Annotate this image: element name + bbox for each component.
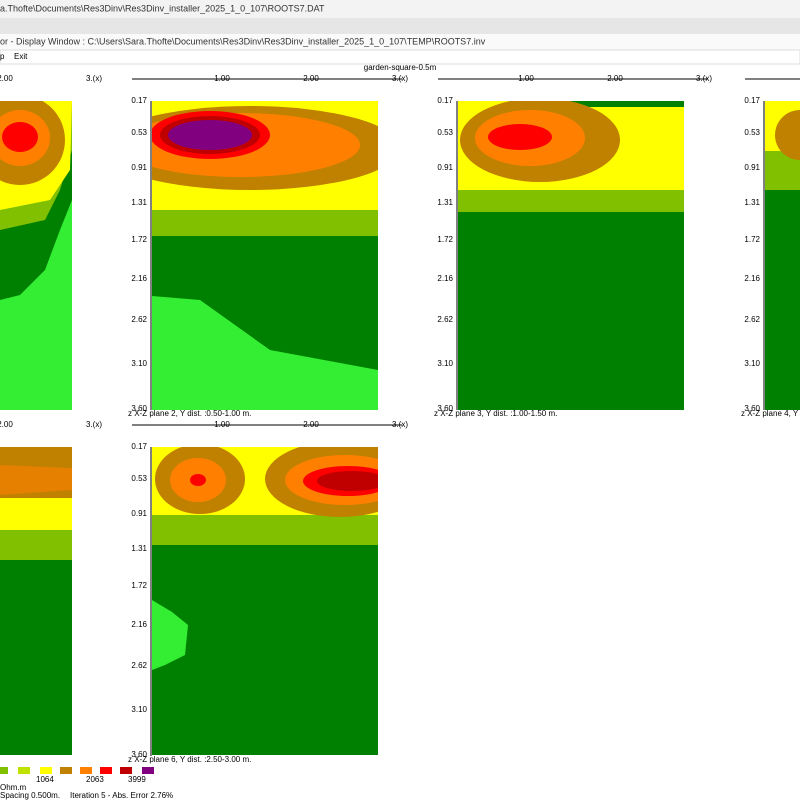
display-title-bar: [0, 34, 800, 50]
depth-tick-label: 1.72: [437, 235, 453, 244]
depth-tick-label: 3.10: [744, 359, 760, 368]
menu-item[interactable]: Exit: [14, 52, 28, 61]
figure-title: garden-square-0.5m: [364, 63, 437, 72]
depth-tick-label: 0.91: [131, 509, 147, 518]
depth-tick-label: 1.31: [437, 198, 453, 207]
legend-unit: Ohm.m: [0, 783, 27, 792]
x-tick-label: 3.(x): [392, 420, 408, 429]
file-title: a.Thofte\Documents\Res3Dinv\Res3Dinv_ins…: [0, 3, 325, 13]
depth-tick-label: 0.17: [744, 96, 760, 105]
depth-tick-label: 1.31: [131, 198, 147, 207]
x-tick-label: 2.00: [303, 74, 319, 83]
depth-tick-label: 2.62: [131, 661, 147, 670]
depth-tick-label: 3.60: [131, 404, 147, 413]
depth-tick-label: 3.60: [437, 404, 453, 413]
menu-item[interactable]: p: [0, 52, 5, 61]
depth-tick-label: 3.60: [744, 404, 760, 413]
panel-caption: z X-Z plane 2, Y dist. :0.50-1.00 m.: [128, 409, 251, 418]
depth-tick-label: 1.31: [744, 198, 760, 207]
depth-tick-label: 2.62: [131, 315, 147, 324]
panel-3: [458, 101, 684, 410]
legend-label: 2063: [86, 775, 104, 784]
title-bar: [0, 0, 800, 18]
depth-tick-label: 1.72: [131, 581, 147, 590]
panel-6: [152, 447, 378, 755]
gap: [0, 18, 800, 34]
depth-tick-label: 2.16: [437, 274, 453, 283]
depth-tick-label: 0.91: [744, 163, 760, 172]
panel-1: [0, 101, 72, 410]
legend-swatches: [0, 767, 154, 774]
panel-caption: z X-Z plane 4, Y: [741, 409, 799, 418]
x-tick-label: 3.(x): [696, 74, 712, 83]
depth-tick-label: 0.17: [131, 96, 147, 105]
panel-caption: z X-Z plane 3, Y dist. :1.00-1.50 m.: [434, 409, 557, 418]
depth-tick-label: 2.16: [131, 620, 147, 629]
x-tick-label: 1.00: [518, 74, 534, 83]
x-tick-label: 3.(x): [86, 74, 102, 83]
depth-tick-label: 0.53: [437, 128, 453, 137]
x-tick-label: 2.00: [0, 74, 13, 83]
x-tick-label: 2.00: [303, 420, 319, 429]
depth-tick-label: 0.53: [744, 128, 760, 137]
status-spacing: Spacing 0.500m.: [0, 791, 60, 800]
panel-5: [0, 447, 72, 755]
menu-bar: [0, 49, 800, 65]
depth-tick-label: 0.17: [131, 442, 147, 451]
x-tick-label: 1.00: [214, 420, 230, 429]
depth-tick-label: 2.16: [131, 274, 147, 283]
depth-tick-label: 0.53: [131, 474, 147, 483]
legend-label: 3999: [128, 775, 146, 784]
panel-2: [152, 101, 378, 410]
panel-caption: z X-Z plane 6, Y dist. :2.50-3.00 m.: [128, 755, 251, 764]
depth-tick-label: 1.31: [131, 544, 147, 553]
x-tick-label: 1.00: [214, 74, 230, 83]
depth-tick-label: 3.10: [437, 359, 453, 368]
x-tick-label: 3.(x): [392, 74, 408, 83]
depth-tick-label: 0.91: [437, 163, 453, 172]
depth-tick-label: 1.72: [131, 235, 147, 244]
display-title: or - Display Window : C:\Users\Sara.Thof…: [0, 36, 486, 46]
depth-tick-label: 0.91: [131, 163, 147, 172]
legend-label: 1064: [36, 775, 54, 784]
depth-tick-label: 0.53: [131, 128, 147, 137]
depth-tick-label: 2.16: [744, 274, 760, 283]
x-tick-label: 2.00: [607, 74, 623, 83]
x-tick-label: 2.00: [0, 420, 13, 429]
depth-tick-label: 3.60: [131, 750, 147, 759]
depth-tick-label: 2.62: [744, 315, 760, 324]
status-iteration: Iteration 5 - Abs. Error 2.76%: [70, 791, 173, 800]
x-tick-label: 3.(x): [86, 420, 102, 429]
depth-tick-label: 3.10: [131, 359, 147, 368]
depth-tick-label: 2.62: [437, 315, 453, 324]
depth-tick-label: 1.72: [744, 235, 760, 244]
depth-tick-label: 0.17: [437, 96, 453, 105]
depth-tick-label: 3.10: [131, 705, 147, 714]
panel-4: [765, 101, 800, 410]
